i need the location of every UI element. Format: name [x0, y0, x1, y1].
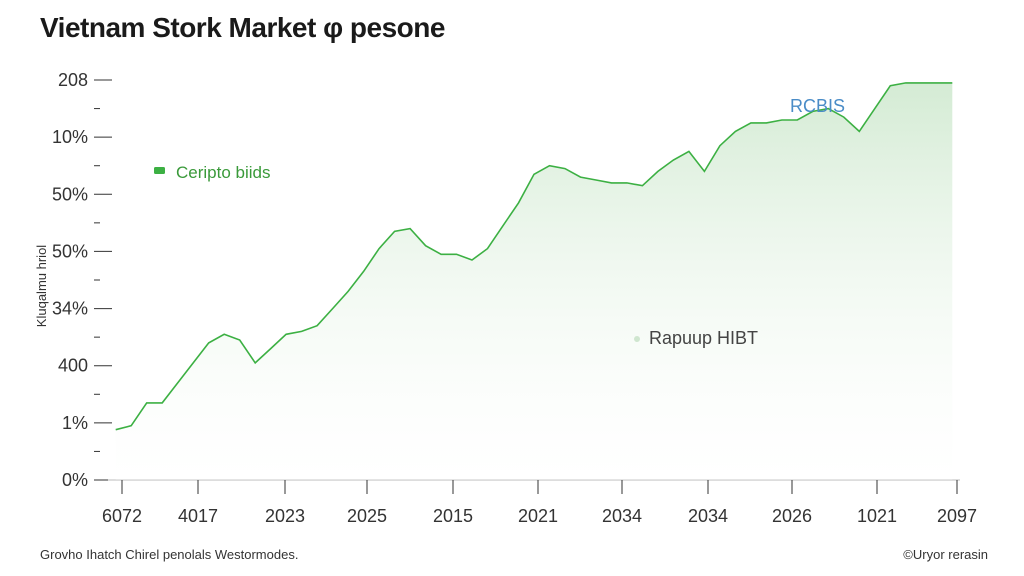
axes: 208 10% 50% 50% 34% 400 1% 0% 6072 4017 2023 2025 20… — [34, 70, 977, 526]
y-tick-label: 10% — [52, 127, 88, 147]
area-layer — [115, 82, 953, 481]
x-tick-label: 2015 — [433, 506, 473, 526]
annotation-rapuup: Rapuup HIBT — [649, 328, 758, 348]
y-tick-label: 400 — [58, 356, 88, 376]
x-tick-label: 4017 — [178, 506, 218, 526]
legend-label: Ceripto biids — [176, 163, 271, 182]
page-title: Vietnam Stork Market φ pesone — [40, 12, 445, 43]
y-tick-label: 208 — [58, 70, 88, 90]
y-tick-label: 50% — [52, 184, 88, 204]
x-tick-label: 2026 — [772, 506, 812, 526]
x-tick-label: 2023 — [265, 506, 305, 526]
series-line — [115, 82, 953, 431]
y-tick-label: 34% — [52, 299, 88, 319]
y-axis-label: Kluqalmu hriol — [34, 245, 49, 327]
y-tick-label: 0% — [62, 470, 88, 490]
area-fill — [115, 82, 953, 481]
x-tick-label: 2034 — [602, 506, 642, 526]
annotation-rcbis: RCBIS — [790, 96, 845, 116]
x-tick-label: 2097 — [937, 506, 977, 526]
annotation-dot — [634, 336, 640, 342]
x-tick-label: 2034 — [688, 506, 728, 526]
legend-swatch — [154, 167, 165, 174]
y-tick-label: 1% — [62, 413, 88, 433]
footer-credit: ©Uryor rerasin — [903, 547, 988, 562]
x-tick-label: 6072 — [102, 506, 142, 526]
x-tick-label: 2025 — [347, 506, 387, 526]
annotations: Ceripto biids RCBIS Rapuup HIBT — [154, 96, 845, 348]
x-tick-label: 1021 — [857, 506, 897, 526]
footer-source: Grovho Ihatch Chirel penolals Westormode… — [40, 547, 299, 562]
x-tick-label: 2021 — [518, 506, 558, 526]
y-tick-label: 50% — [52, 241, 88, 261]
